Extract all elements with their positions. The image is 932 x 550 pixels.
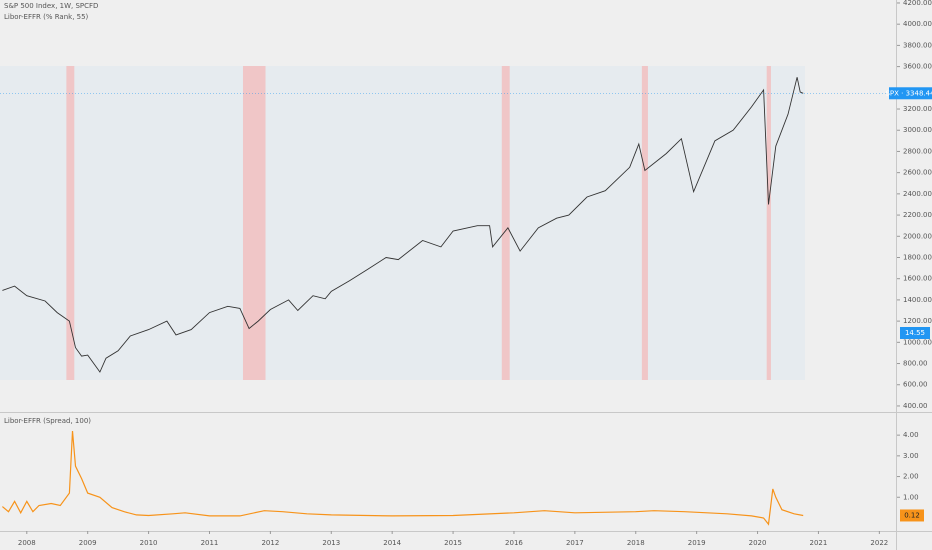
x-tick-label: 2018 [627,539,645,547]
chart-title: S&P 500 Index, 1W, SPCFD [4,2,98,10]
y-tick-label: 1600.00 [903,275,932,283]
y-tick-label: 1800.00 [903,253,932,261]
y-tick-label: 4200.00 [903,0,932,7]
last-price-box [889,87,932,100]
plot-layer [0,66,897,526]
y-tick-label: 2.00 [903,473,919,481]
y-tick-label: 1.00 [903,493,919,501]
rank-highlight [501,66,510,380]
last-value-box [900,509,924,522]
rank-highlight [766,66,771,380]
y-tick-label: 3600.00 [903,63,932,71]
x-tick-label: 2009 [79,539,97,547]
y-tick-label: 3000.00 [903,126,932,134]
y-tick-label: 1200.00 [903,317,932,325]
x-tick-label: 2011 [201,539,219,547]
y-tick-label: 2400.00 [903,190,932,198]
rank-label-box [900,327,930,339]
series-line [2,77,804,373]
y-tick-label: 3200.00 [903,105,932,113]
x-tick-label: 2013 [322,539,340,547]
indicator-title: Libor-EFFR (% Rank, 55) [4,13,89,21]
x-tick-label: 2015 [444,539,462,547]
y-tick-label: 4000.00 [903,20,932,28]
y-tick-label: 800.00 [903,360,928,368]
x-tick-label: 2012 [261,539,279,547]
y-tick-label: 1000.00 [903,338,932,346]
x-tick-label: 2021 [810,539,828,547]
y-tick-label: 600.00 [903,381,928,389]
y-tick-label: 3.00 [903,452,919,460]
x-tick-label: 2020 [749,539,767,547]
y-tick-label: 4.00 [903,431,919,439]
rank-highlight [242,66,266,380]
y-tick-label: 1400.00 [903,296,932,304]
y-tick-label: 2600.00 [903,169,932,177]
last-value-label: 0.12 [904,511,920,519]
x-tick-label: 2008 [18,539,36,547]
rank-label: 14.55 [905,329,925,337]
last-price-label: SPX · 3348.44 [885,89,932,97]
x-tick-label: 2016 [505,539,523,547]
series-line [2,430,804,526]
indicator-title: Libor-EFFR (Spread, 100) [4,417,91,425]
x-tick-label: 2014 [383,539,401,547]
rank-highlight [66,66,75,380]
x-tick-label: 2017 [566,539,584,547]
rank-highlight [641,66,648,380]
y-tick-label: 2000.00 [903,232,932,240]
y-tick-label: 2200.00 [903,211,932,219]
y-tick-label: 3800.00 [903,41,932,49]
x-tick-label: 2010 [140,539,158,547]
y-tick-label: 400.00 [903,402,928,410]
x-tick-label: 2019 [688,539,706,547]
x-tick-label: 2022 [870,539,888,547]
y-tick-label: 2800.00 [903,147,932,155]
rank-shading [0,66,805,380]
